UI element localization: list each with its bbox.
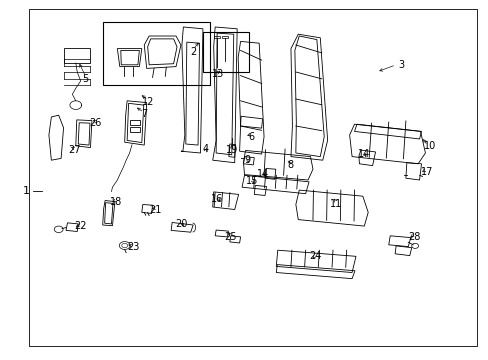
Text: 28: 28 bbox=[407, 231, 420, 242]
Text: 13: 13 bbox=[211, 69, 224, 79]
Text: 16: 16 bbox=[210, 194, 223, 204]
Text: 9: 9 bbox=[244, 155, 250, 165]
Text: 10: 10 bbox=[423, 141, 436, 151]
Text: 4: 4 bbox=[202, 144, 208, 154]
Text: 6: 6 bbox=[248, 132, 254, 142]
Text: 22: 22 bbox=[74, 221, 87, 231]
Text: 11: 11 bbox=[329, 199, 342, 210]
Text: 17: 17 bbox=[420, 167, 433, 177]
Bar bbox=[102, 22, 210, 85]
Text: 14: 14 bbox=[256, 168, 268, 179]
Text: 26: 26 bbox=[89, 118, 102, 128]
Bar bbox=[63, 48, 90, 63]
Text: 24: 24 bbox=[308, 251, 321, 261]
Text: 19: 19 bbox=[225, 145, 238, 156]
Text: 12: 12 bbox=[142, 96, 154, 107]
Bar bbox=[129, 127, 140, 132]
Text: 1: 1 bbox=[23, 186, 30, 196]
Text: 2: 2 bbox=[190, 47, 196, 57]
Text: 3: 3 bbox=[397, 60, 403, 70]
Text: 8: 8 bbox=[286, 159, 292, 170]
Text: 20: 20 bbox=[175, 219, 188, 229]
Bar bbox=[203, 32, 249, 72]
Bar bbox=[129, 120, 140, 125]
Text: 21: 21 bbox=[148, 204, 161, 215]
Text: 25: 25 bbox=[224, 231, 237, 242]
Text: 14: 14 bbox=[357, 149, 370, 159]
Text: 15: 15 bbox=[245, 176, 258, 186]
Text: 7: 7 bbox=[141, 109, 147, 120]
Text: 23: 23 bbox=[126, 242, 139, 252]
Text: 27: 27 bbox=[68, 145, 81, 155]
Text: 5: 5 bbox=[82, 74, 88, 84]
Text: 18: 18 bbox=[109, 197, 122, 207]
